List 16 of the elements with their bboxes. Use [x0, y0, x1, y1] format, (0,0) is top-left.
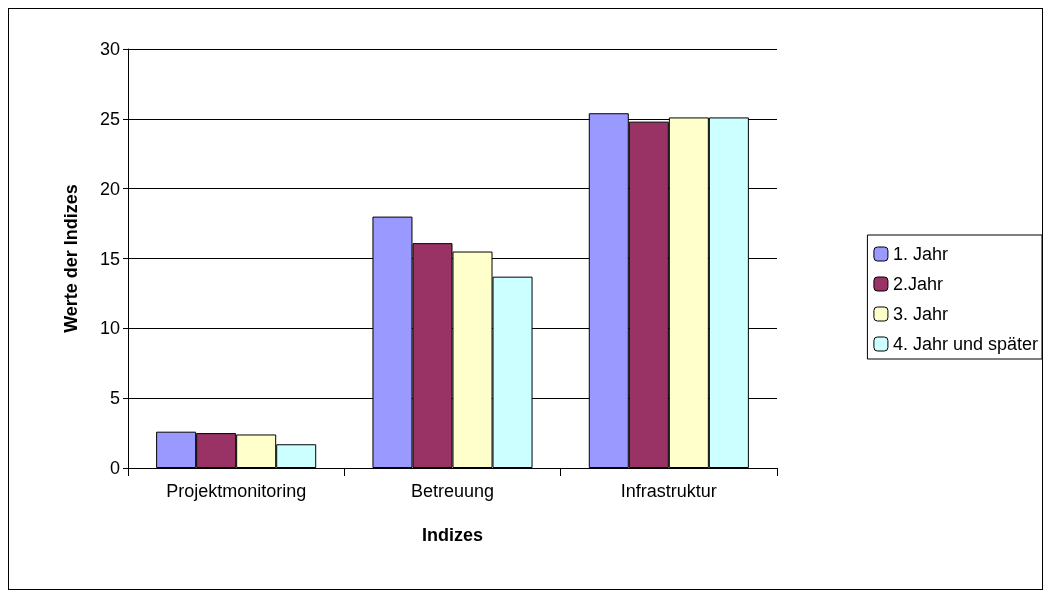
legend-label: 2.Jahr [892, 274, 943, 294]
y-tick-label: 20 [99, 178, 120, 199]
legend-label: 1. Jahr [892, 244, 948, 264]
y-axis-title: Werte der Indizes [61, 184, 81, 333]
x-tick-label: Projektmonitoring [166, 481, 307, 501]
x-tick-label: Infrastruktur [620, 481, 717, 501]
legend-label: 4. Jahr und später [892, 334, 1039, 354]
x-tick-label: Betreuung [410, 481, 495, 501]
y-tick-label: 0 [109, 458, 120, 478]
y-tick-label: 25 [99, 108, 120, 129]
legend-label: 3. Jahr [892, 304, 948, 324]
y-tick-label: 5 [109, 388, 120, 409]
y-tick-label: 10 [99, 318, 120, 339]
y-tick-label: 30 [99, 39, 120, 59]
y-tick-label: 15 [99, 248, 120, 269]
x-axis-title: Indizes [421, 525, 484, 545]
